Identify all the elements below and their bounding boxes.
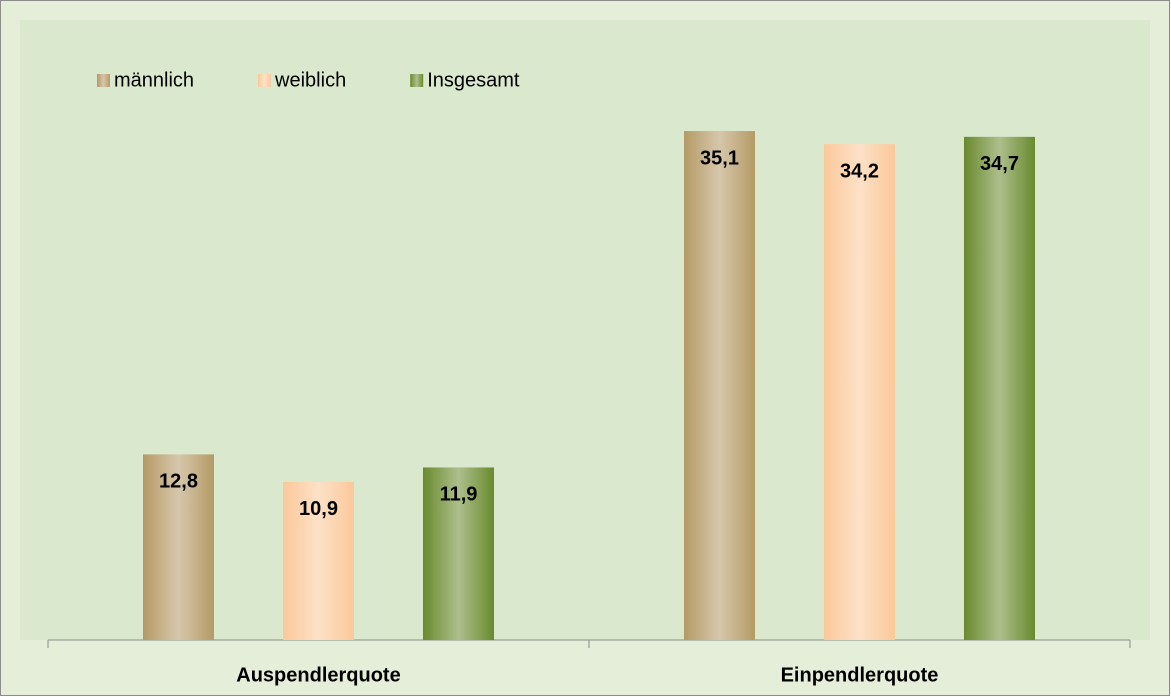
legend-swatch bbox=[258, 74, 272, 87]
bar bbox=[824, 144, 895, 640]
legend-swatch bbox=[410, 74, 424, 87]
data-label: 34,7 bbox=[980, 153, 1019, 175]
bar bbox=[964, 136, 1035, 640]
bar bbox=[283, 481, 354, 640]
data-label: 35,1 bbox=[700, 147, 739, 169]
bar bbox=[423, 467, 494, 640]
bar bbox=[143, 454, 214, 640]
bar bbox=[684, 131, 755, 641]
data-label: 12,8 bbox=[159, 471, 198, 493]
legend-label: männlich bbox=[114, 69, 194, 91]
data-label: 11,9 bbox=[440, 484, 478, 506]
x-tick-label: Auspendlerquote bbox=[236, 664, 400, 686]
x-tick-label: Einpendlerquote bbox=[781, 664, 939, 686]
legend-swatch bbox=[97, 74, 110, 87]
legend-label: weiblich bbox=[274, 69, 346, 91]
data-label: 10,9 bbox=[299, 498, 338, 520]
data-label: 34,2 bbox=[840, 160, 879, 182]
legend-label: Insgesamt bbox=[427, 69, 520, 91]
